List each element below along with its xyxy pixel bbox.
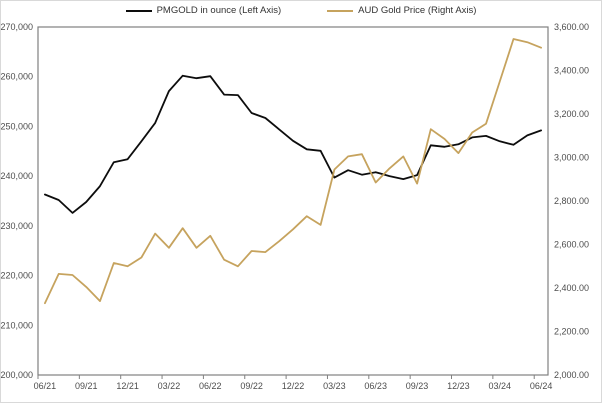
x-axis-tick-label: 06/23 [364, 381, 387, 391]
y-axis-right-tick-label: 2,000.00 [554, 370, 589, 380]
y-axis-left-tick-label: 260,000 [1, 72, 33, 82]
x-axis-tick-label: 06/22 [199, 381, 222, 391]
legend: PMGOLD in ounce (Left Axis) AUD Gold Pri… [1, 5, 601, 16]
y-axis-right-tick-label: 2,400.00 [554, 283, 589, 293]
x-axis-tick-label: 09/22 [240, 381, 263, 391]
x-axis-tick-label: 09/21 [75, 381, 98, 391]
y-axis-right-tick-label: 3,400.00 [554, 66, 589, 76]
legend-item-aud-gold: AUD Gold Price (Right Axis) [327, 5, 476, 16]
x-axis-tick-label: 03/23 [323, 381, 346, 391]
legend-swatch [125, 9, 152, 12]
y-axis-left-tick-label: 270,000 [1, 22, 33, 32]
series-line-1 [44, 38, 542, 305]
x-axis-tick-label: 03/24 [488, 381, 511, 391]
y-axis-right-tick-label: 2,200.00 [554, 327, 589, 337]
x-axis-tick-label: 09/23 [406, 381, 429, 391]
y-axis-right-tick-label: 3,200.00 [554, 109, 589, 119]
y-axis-right-tick-label: 2,800.00 [554, 196, 589, 206]
plot-border [37, 26, 549, 376]
y-axis-left-tick-label: 230,000 [1, 221, 33, 231]
legend-swatch [327, 9, 354, 12]
series-line-0 [44, 74, 542, 214]
y-axis-right-tick-label: 3,000.00 [554, 153, 589, 163]
legend-label-pmgold: PMGOLD in ounce (Left Axis) [156, 5, 282, 16]
x-axis-tick-label: 03/22 [158, 381, 181, 391]
x-axis-tick-label: 12/22 [282, 381, 305, 391]
y-axis-left-tick-label: 250,000 [1, 121, 33, 131]
x-axis-tick-label: 06/24 [530, 381, 553, 391]
legend-label-aud-gold: AUD Gold Price (Right Axis) [358, 5, 477, 16]
x-axis-tick-label: 12/21 [116, 381, 139, 391]
x-axis-tick-label: 06/21 [34, 381, 57, 391]
y-axis-right-tick-label: 2,600.00 [554, 240, 589, 250]
y-axis-left-tick-label: 220,000 [1, 271, 33, 281]
y-axis-right-tick-label: 3,600.00 [554, 22, 589, 32]
y-axis-left-tick-label: 240,000 [1, 171, 33, 181]
legend-item-pmgold: PMGOLD in ounce (Left Axis) [125, 5, 282, 16]
x-axis-tick-label: 12/23 [447, 381, 470, 391]
y-axis-left-tick-label: 210,000 [1, 320, 33, 330]
y-axis-left-tick-label: 200,000 [1, 370, 33, 380]
